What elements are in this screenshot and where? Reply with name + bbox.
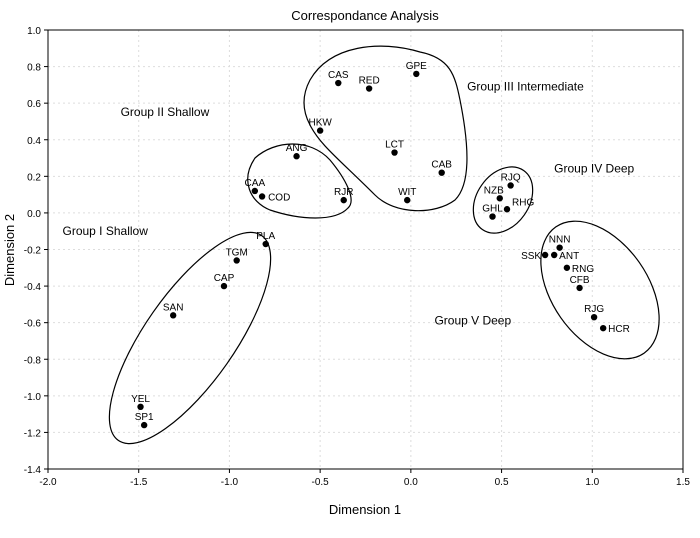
data-point xyxy=(507,182,514,189)
data-point xyxy=(262,240,269,248)
data-point xyxy=(563,264,571,271)
data-point xyxy=(438,169,445,176)
data-point xyxy=(251,187,259,195)
data-point xyxy=(576,284,583,292)
group-ii-outline xyxy=(247,143,352,219)
data-point xyxy=(169,312,177,319)
y-tick-label: -1.2 xyxy=(24,428,42,439)
data-point xyxy=(541,251,549,259)
x-tick-label: -0.5 xyxy=(312,477,330,488)
group-annotation: Group V Deep xyxy=(434,313,511,327)
point-label: CAA xyxy=(245,178,266,189)
point-label: ANG xyxy=(286,143,308,154)
data-point xyxy=(391,149,398,156)
y-tick-label: -1.4 xyxy=(24,465,42,476)
x-tick-label: 0.5 xyxy=(495,477,509,488)
data-point xyxy=(590,313,598,321)
group-iv-outline xyxy=(472,166,534,234)
y-tick-label: -0.4 xyxy=(24,282,42,293)
data-point xyxy=(340,196,347,204)
y-tick-label: 0.8 xyxy=(27,63,41,74)
point-label: NNN xyxy=(549,235,571,246)
data-point xyxy=(413,70,420,78)
y-tick-label: 0.0 xyxy=(27,209,41,220)
x-tick-label: 1.5 xyxy=(676,477,690,488)
y-tick-label: -0.2 xyxy=(24,246,42,257)
point-label: WIT xyxy=(398,187,416,198)
point-label: ANT xyxy=(559,251,579,262)
point-label: PLA xyxy=(256,231,275,242)
point-label: GHL xyxy=(482,204,503,215)
x-tick-label: 1.0 xyxy=(585,477,599,488)
y-tick-label: -1.0 xyxy=(24,392,42,403)
point-label: RJG xyxy=(584,304,604,315)
point-label: RJR xyxy=(334,187,353,198)
y-tick-label: 1.0 xyxy=(27,26,41,37)
data-point xyxy=(496,195,503,202)
data-point xyxy=(316,127,324,134)
group-iii-outline xyxy=(303,45,468,212)
point-label: RJQ xyxy=(501,172,521,183)
y-tick-label: 0.2 xyxy=(27,172,41,183)
y-tick-label: 0.6 xyxy=(27,99,41,110)
data-point xyxy=(335,79,342,87)
point-label: RED xyxy=(359,76,380,87)
point-label: CAP xyxy=(214,273,235,284)
point-label: CAB xyxy=(431,160,452,171)
point-label: GPE xyxy=(406,61,427,72)
x-axis-label: Dimension 1 xyxy=(329,502,401,517)
y-tick-label: -0.6 xyxy=(24,319,42,330)
data-point xyxy=(599,324,607,332)
group-annotation: Group II Shallow xyxy=(121,105,210,119)
data-point xyxy=(556,244,563,251)
data-point xyxy=(258,193,266,200)
y-tick-label: 0.4 xyxy=(27,136,41,147)
point-label: TGM xyxy=(226,247,248,258)
data-point xyxy=(233,257,240,264)
data-point xyxy=(404,196,411,204)
group-annotation: Group I Shallow xyxy=(63,224,149,238)
data-point xyxy=(140,421,148,429)
point-label: COD xyxy=(268,192,290,203)
chart-title: Correspondance Analysis xyxy=(291,8,439,23)
x-tick-label: -1.0 xyxy=(221,477,239,488)
point-label: LCT xyxy=(385,140,404,151)
point-label: SAN xyxy=(163,302,184,313)
data-point xyxy=(220,282,228,290)
point-label: YEL xyxy=(131,394,150,405)
point-label: HKW xyxy=(308,118,332,129)
data-point xyxy=(489,213,496,220)
group-i-outline xyxy=(108,231,272,445)
point-label: SP1 xyxy=(135,412,154,423)
group-annotation: Group III Intermediate xyxy=(467,79,584,93)
data-point xyxy=(137,403,144,411)
point-label: RHG xyxy=(512,197,534,208)
point-label: RNG xyxy=(572,264,594,275)
data-point xyxy=(550,251,558,259)
group-annotation: Group IV Deep xyxy=(554,162,634,176)
x-tick-label: -1.5 xyxy=(130,477,148,488)
x-tick-label: -2.0 xyxy=(39,477,57,488)
y-tick-label: -0.8 xyxy=(24,355,42,366)
data-point xyxy=(503,206,511,213)
point-label: NZB xyxy=(484,185,504,196)
point-label: HCR xyxy=(608,324,630,335)
point-label: SSK xyxy=(521,251,541,262)
x-tick-label: 0.0 xyxy=(404,477,418,488)
y-axis-label: Dimension 2 xyxy=(2,214,17,286)
group-v-outline xyxy=(540,220,660,360)
data-point xyxy=(365,85,373,92)
point-label: CAS xyxy=(328,70,349,81)
point-label: CFB xyxy=(570,275,590,286)
data-point xyxy=(293,153,300,160)
